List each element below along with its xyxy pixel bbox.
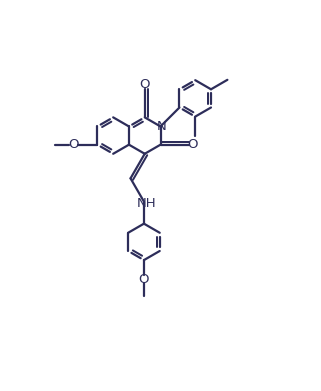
- Text: O: O: [188, 138, 198, 151]
- Text: O: O: [139, 273, 149, 286]
- Text: O: O: [140, 78, 150, 91]
- Text: O: O: [68, 138, 79, 151]
- Text: N: N: [157, 120, 167, 133]
- Text: NH: NH: [137, 197, 156, 210]
